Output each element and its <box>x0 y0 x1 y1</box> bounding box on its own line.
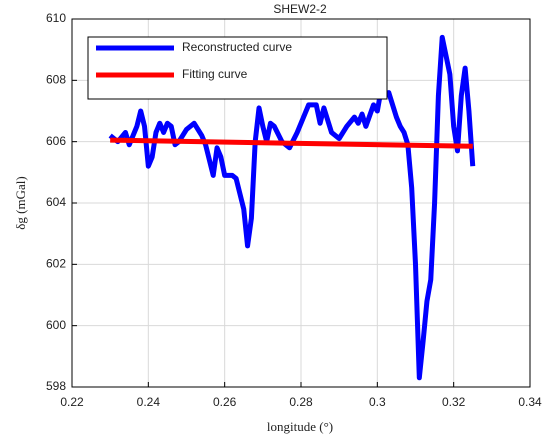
y-tick-label: 608 <box>46 73 66 87</box>
x-tick-label: 0.22 <box>60 395 84 409</box>
x-tick-label: 0.26 <box>213 395 237 409</box>
data-line <box>108 34 476 381</box>
x-tick-label: 0.34 <box>518 395 542 409</box>
x-tick-label: 0.24 <box>137 395 161 409</box>
y-axis-label: δg (mGal) <box>13 176 28 229</box>
legend: Reconstructed curve Fitting curve <box>87 36 388 100</box>
x-tick-label: 0.3 <box>369 395 386 409</box>
y-tick-label: 606 <box>46 134 66 148</box>
legend-label: Fitting curve <box>182 67 248 81</box>
x-tick-label: 0.32 <box>442 395 466 409</box>
data-line <box>110 137 473 149</box>
y-tick-label: 600 <box>46 318 66 332</box>
plot-frame <box>71 18 531 388</box>
x-axis-label: longitude (°) <box>267 419 333 434</box>
y-tick-label: 604 <box>46 195 66 209</box>
y-tick-label: 610 <box>46 11 66 25</box>
legend-label: Reconstructed curve <box>182 40 292 54</box>
y-tick-label: 598 <box>46 379 66 393</box>
chart-title: SHEW2-2 <box>273 2 327 16</box>
y-tick-label: 602 <box>46 257 66 271</box>
x-tick-label: 0.28 <box>289 395 313 409</box>
